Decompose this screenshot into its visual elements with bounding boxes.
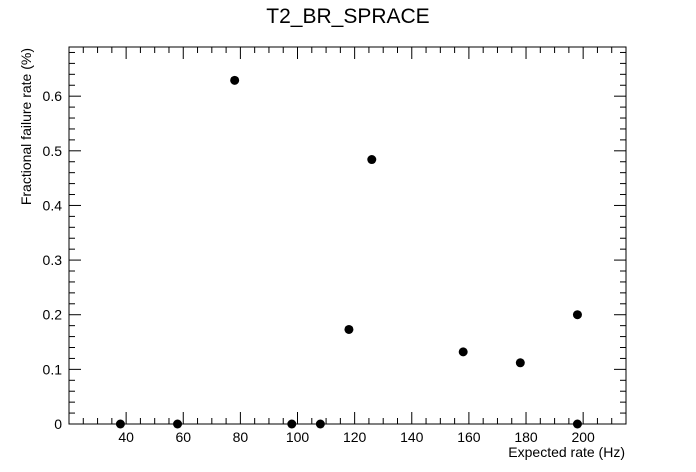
x-tick-label: 120 [343,429,367,445]
y-tick-label: 0.5 [43,143,63,159]
y-tick-label: 0.6 [43,88,63,104]
y-tick-labels: 0 0.1 0.2 0.3 0.4 0.5 0.6 [43,88,63,432]
plot-frame [68,46,627,425]
x-tick-label: 40 [118,429,134,445]
x-tick-label: 80 [233,429,249,445]
y-tick-label: 0 [54,416,62,432]
x-axis-label: Expected rate (Hz) [508,444,625,460]
data-point [572,310,582,320]
x-tick-label: 140 [400,429,424,445]
data-point [315,419,325,429]
y-axis-label: Fractional failure rate (%) [18,48,34,205]
data-point [572,419,582,429]
axis-ticks [69,47,627,425]
y-tick-label: 0.4 [43,197,63,213]
data-point [458,347,468,357]
chart-title: T2_BR_SPRACE [266,5,429,28]
x-tick-label: 100 [286,429,310,445]
data-point [367,155,377,165]
data-point [287,419,297,429]
data-point [115,419,125,429]
x-tick-label: 200 [571,429,595,445]
x-tick-label: 180 [514,429,538,445]
x-tick-labels: 40 60 80 100 120 140 160 180 200 [118,429,595,445]
x-tick-label: 160 [457,429,481,445]
y-tick-label: 0.1 [43,361,63,377]
data-point [515,358,525,368]
x-tick-label: 60 [175,429,191,445]
data-point [230,75,240,85]
y-tick-label: 0.3 [43,252,63,268]
data-point [173,419,183,429]
data-point [344,324,354,334]
data-points [115,75,582,429]
y-tick-label: 0.2 [43,307,63,323]
